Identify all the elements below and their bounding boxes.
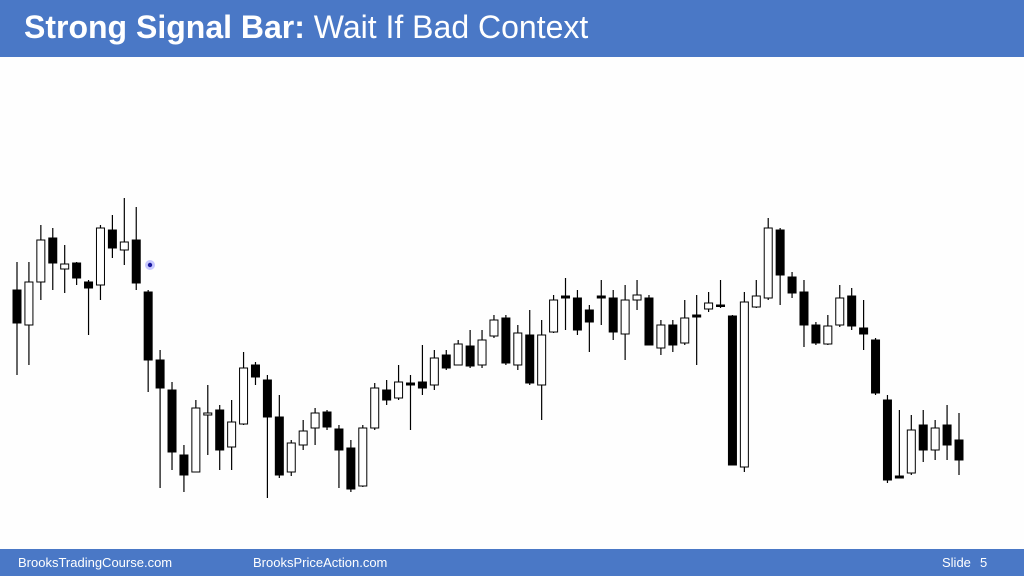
candle-body: [501, 317, 511, 364]
title: Strong Signal Bar: Wait If Bad Context: [24, 9, 588, 46]
candle-body: [274, 416, 284, 476]
candle-body: [894, 475, 904, 479]
candle-body: [250, 364, 260, 378]
footer: BrooksTradingCourse.com BrooksPriceActio…: [0, 549, 1024, 576]
candle-body: [453, 343, 463, 366]
candle-body: [298, 430, 308, 446]
candle-body: [942, 424, 952, 446]
candle-body: [370, 387, 380, 429]
candle-body: [668, 324, 678, 346]
candle-body: [656, 324, 666, 349]
candle-body: [847, 295, 857, 327]
candle-body: [906, 429, 916, 474]
candle-body: [310, 412, 320, 429]
candle-body: [417, 381, 427, 389]
title-bold: Strong Signal Bar:: [24, 9, 305, 45]
candle-body: [489, 319, 499, 337]
candle-body: [775, 229, 785, 276]
candle-body: [155, 359, 165, 389]
candle-body: [382, 389, 392, 401]
candle-body: [477, 339, 487, 366]
candle-body: [704, 302, 714, 310]
candle-body: [107, 229, 117, 249]
candle-body: [358, 427, 368, 487]
candle-body: [537, 334, 547, 386]
candle-body: [179, 454, 189, 476]
candle-body: [561, 295, 571, 299]
slide-label: Slide: [942, 555, 971, 570]
candle-body: [644, 297, 654, 346]
candle-body: [143, 291, 153, 361]
candle-body: [525, 334, 535, 384]
candle-body: [954, 439, 964, 461]
candle-body: [465, 345, 475, 367]
candle-body: [95, 227, 105, 286]
candle-body: [751, 295, 761, 308]
candle-body: [811, 324, 821, 344]
candle-body: [513, 332, 523, 366]
candle-body: [871, 339, 881, 394]
candle-body: [835, 297, 845, 326]
candle-body: [239, 367, 249, 425]
title-rest: Wait If Bad Context: [313, 9, 589, 45]
candle-body: [584, 309, 594, 323]
candle-body: [716, 304, 726, 307]
candle-body: [549, 299, 559, 333]
candle-body: [596, 295, 606, 299]
candle-body: [608, 297, 618, 333]
candle-body: [918, 424, 928, 451]
candle-body: [680, 317, 690, 344]
candle-body: [763, 227, 773, 299]
candle-body: [84, 281, 94, 289]
candle-body: [24, 281, 34, 326]
footer-link[interactable]: BrooksPriceAction.com: [253, 555, 388, 570]
candle-body: [823, 325, 833, 345]
candle-body: [286, 442, 296, 473]
candle-body: [322, 411, 332, 428]
candle-body: [167, 389, 177, 453]
candle-body: [429, 357, 439, 386]
candle-body: [882, 399, 892, 481]
candle-body: [727, 315, 737, 466]
candle-body: [620, 299, 630, 335]
candle-body: [119, 241, 129, 251]
candle-body: [60, 263, 70, 270]
candle-body: [859, 327, 869, 335]
header: Strong Signal Bar: Wait If Bad Context: [0, 0, 1024, 57]
candle-body: [72, 262, 82, 279]
slide-number: 5: [980, 555, 988, 570]
candle-body: [203, 412, 213, 416]
candle-body: [441, 354, 451, 369]
candle-body: [930, 427, 940, 451]
candle-body: [227, 421, 237, 448]
candle-body: [394, 381, 404, 399]
candle-body: [787, 276, 797, 294]
candle-body: [405, 382, 415, 386]
candle-body: [12, 289, 22, 324]
candle-body: [346, 447, 356, 490]
candle-body: [799, 291, 809, 326]
candle-body: [48, 237, 58, 264]
candle-body: [632, 294, 642, 301]
candle-body: [262, 379, 272, 418]
candle-body: [215, 409, 225, 451]
candle-body: [191, 407, 201, 473]
candle-body: [572, 297, 582, 331]
candle-body: [131, 239, 141, 284]
candle-body: [334, 428, 344, 451]
cursor-dot: [147, 262, 153, 268]
footer-link[interactable]: BrooksTradingCourse.com: [18, 555, 173, 570]
candle-body: [36, 239, 46, 283]
candle-body: [739, 301, 749, 468]
candle-body: [692, 314, 702, 318]
